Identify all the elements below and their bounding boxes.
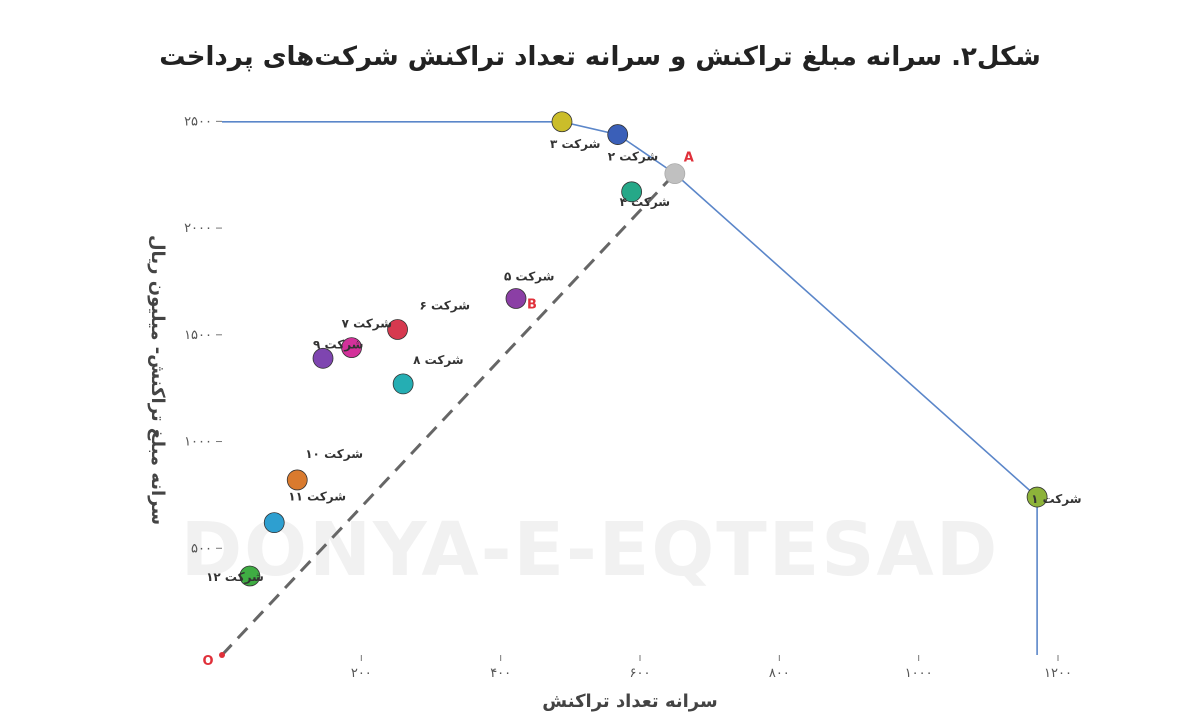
data-point xyxy=(392,373,414,395)
data-point xyxy=(341,337,362,359)
y-axis-ticks: ۵۰۰ ۱۰۰۰ ۱۵۰۰ ۲۰۰۰ ۲۵۰۰ xyxy=(184,114,222,556)
marker-label: O xyxy=(202,654,213,669)
marker-label: A xyxy=(684,151,694,166)
point-label: شرکت ۴ xyxy=(620,195,670,209)
point-label: شرکت ۱۱ xyxy=(288,490,346,504)
x-tick-label: ۴۰۰ xyxy=(490,666,511,681)
x-tick-label: ۸۰۰ xyxy=(769,666,790,681)
point-label: شرکت ۷ xyxy=(342,317,392,331)
data-point xyxy=(239,565,261,587)
markers-layer: O A B xyxy=(202,151,693,669)
point-label: شرکت ۱۰ xyxy=(305,447,363,461)
data-point xyxy=(607,124,629,145)
watermark: DONYA-E-EQTESAD xyxy=(181,507,1000,593)
frontier-line xyxy=(222,120,1038,655)
data-point xyxy=(1026,486,1048,508)
y-tick-label: ۲۰۰۰ xyxy=(184,221,212,236)
data-point xyxy=(312,347,334,369)
x-axis-title: سرانه تعداد تراکنش xyxy=(542,691,717,712)
point-label: شرکت ۸ xyxy=(413,353,463,367)
data-point xyxy=(505,288,527,309)
y-tick-label: ۱۰۰۰ xyxy=(184,435,212,450)
point-label: شرکت ۶ xyxy=(420,298,470,312)
marker-a xyxy=(664,163,686,185)
frontier-layer xyxy=(222,120,1038,655)
point-label: شرکت ۳ xyxy=(550,137,600,151)
y-tick-label: ۱۵۰۰ xyxy=(184,328,212,343)
y-axis-title: سرانه مبلغ تراکنش- میلیون ریال xyxy=(147,235,168,525)
data-point xyxy=(286,469,308,491)
data-point xyxy=(387,319,408,340)
marker-label: B xyxy=(527,298,537,313)
chart-title: شکل۲. سرانه مبلغ تراکنش و سرانه تعداد تر… xyxy=(159,42,1041,72)
data-point xyxy=(263,512,285,534)
x-tick-label: ۶۰۰ xyxy=(630,666,651,681)
ray-line xyxy=(220,172,676,657)
data-point xyxy=(551,111,573,133)
data-point xyxy=(621,181,643,203)
y-tick-label: ۵۰۰ xyxy=(191,541,212,556)
point-label: شرکت ۹ xyxy=(313,337,363,351)
marker-origin xyxy=(219,652,225,658)
x-tick-label: ۱۰۰۰ xyxy=(905,666,933,681)
ray-layer xyxy=(220,172,676,657)
x-tick-label: ۱۲۰۰ xyxy=(1044,666,1072,681)
point-label: شرکت ۱۲ xyxy=(206,570,264,584)
y-tick-label: ۲۵۰۰ xyxy=(184,114,212,129)
points-layer: شرکت ۱ شرکت ۲ شرکت ۳ شرکت ۴ شرکت ۵ شرکت ۶ شرکت… xyxy=(206,111,1082,587)
x-tick-label: ۲۰۰ xyxy=(351,666,372,681)
point-label: شرکت ۵ xyxy=(504,270,554,284)
x-axis-ticks: ۲۰۰ ۴۰۰ ۶۰۰ ۸۰۰ ۱۰۰۰ ۱۲۰۰ xyxy=(351,655,1072,681)
point-label: شرکت ۱ xyxy=(1031,492,1081,506)
point-label: شرکت ۲ xyxy=(608,150,658,164)
